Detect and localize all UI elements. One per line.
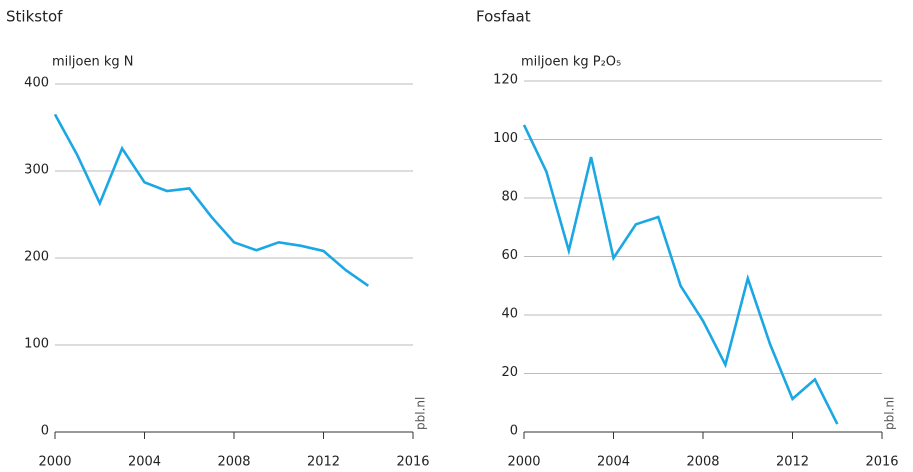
y-tick-label: 100 xyxy=(493,131,518,146)
x-tick-label: 2004 xyxy=(128,455,161,470)
y-tick-label: 100 xyxy=(24,337,49,352)
y-tick-label: 120 xyxy=(493,73,518,88)
y-tick-label: 0 xyxy=(41,424,49,439)
x-tick-label: 2000 xyxy=(507,455,540,470)
data-line xyxy=(522,124,839,425)
x-tick-label: 2012 xyxy=(307,455,340,470)
y-tick-label: 40 xyxy=(501,307,518,322)
y-tick-label: 400 xyxy=(24,76,49,91)
chart-title: Fosfaat xyxy=(476,8,531,26)
x-tick-label: 2008 xyxy=(686,455,719,470)
y-tick-label: 80 xyxy=(501,190,518,205)
y-tick-label: 60 xyxy=(501,248,518,263)
x-tick-label: 2008 xyxy=(217,455,250,470)
y-tick-label: 300 xyxy=(24,163,49,178)
x-tick-label: 2000 xyxy=(38,455,71,470)
source-label: pbl.nl xyxy=(414,397,428,430)
x-tick-label: 2004 xyxy=(597,455,630,470)
y-tick-label: 0 xyxy=(510,424,518,439)
x-tick-label: 2012 xyxy=(776,455,809,470)
y-tick-label: 20 xyxy=(501,365,518,380)
x-tick-label: 2016 xyxy=(865,455,898,470)
chart-title: Stikstof xyxy=(6,8,63,26)
y-axis-label: miljoen kg P₂O₅ xyxy=(521,55,621,70)
data-line xyxy=(53,113,370,287)
source-label: pbl.nl xyxy=(883,397,897,430)
y-tick-label: 200 xyxy=(24,250,49,265)
y-axis-label: miljoen kg N xyxy=(52,55,133,70)
x-tick-label: 2016 xyxy=(396,455,429,470)
